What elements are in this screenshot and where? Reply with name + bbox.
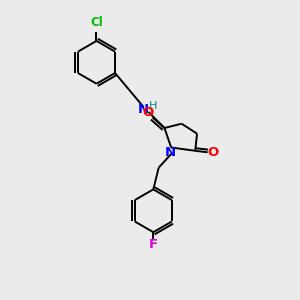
Text: H: H bbox=[149, 101, 158, 111]
Text: Cl: Cl bbox=[90, 16, 103, 29]
Text: F: F bbox=[149, 238, 158, 250]
Text: O: O bbox=[207, 146, 219, 159]
Text: O: O bbox=[142, 106, 154, 119]
Text: N: N bbox=[165, 146, 176, 159]
Text: N: N bbox=[138, 103, 149, 116]
